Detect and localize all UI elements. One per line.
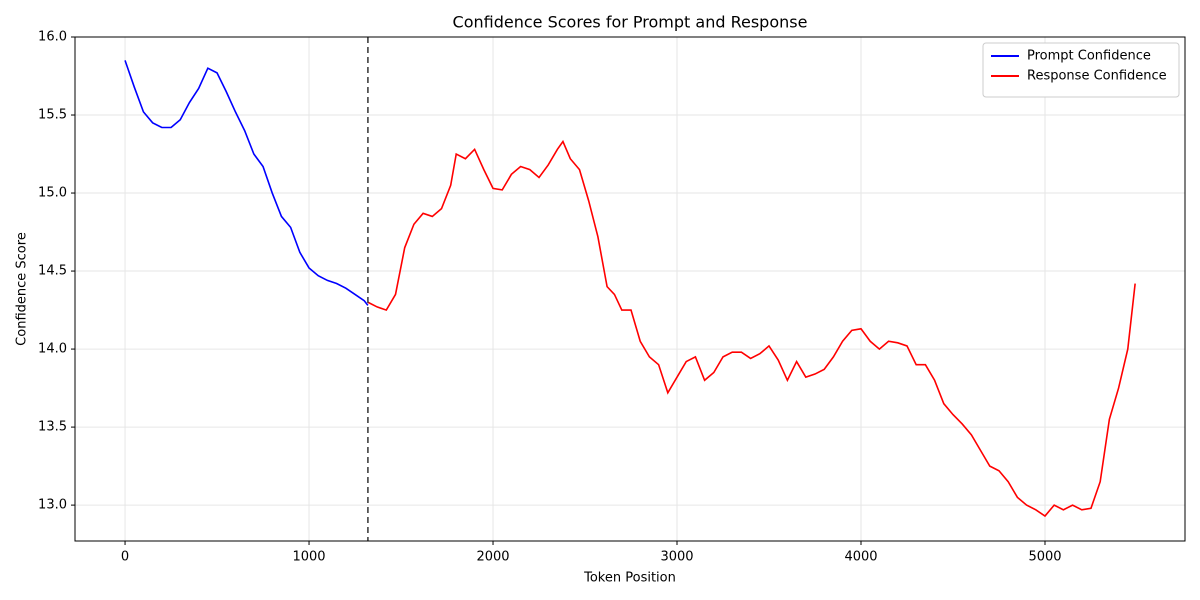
x-tick-label: 1000 <box>292 550 325 565</box>
series-line <box>367 139 1136 518</box>
y-tick-label: 15.0 <box>38 186 67 201</box>
legend-label: Response Confidence <box>1027 69 1167 84</box>
chart-title: Confidence Scores for Prompt and Respons… <box>453 13 808 32</box>
y-tick-label: 15.5 <box>38 108 67 123</box>
x-tick-label: 3000 <box>660 550 693 565</box>
x-tick-label: 2000 <box>476 550 509 565</box>
x-tick-label: 0 <box>121 550 129 565</box>
legend-label: Prompt Confidence <box>1027 49 1151 64</box>
x-tick-label: 5000 <box>1028 550 1061 565</box>
series-line <box>124 60 369 306</box>
y-tick-label: 16.0 <box>38 30 67 45</box>
plot-frame <box>74 36 1186 542</box>
legend-box <box>982 42 1180 98</box>
y-tick-label: 14.5 <box>38 264 67 279</box>
x-axis-label: Token Position <box>583 571 676 586</box>
y-tick-label: 13.5 <box>38 420 67 435</box>
x-tick-label: 4000 <box>844 550 877 565</box>
y-axis-label: Confidence Score <box>15 232 30 346</box>
y-tick-label: 13.0 <box>38 498 67 513</box>
y-tick-label: 14.0 <box>38 342 67 357</box>
